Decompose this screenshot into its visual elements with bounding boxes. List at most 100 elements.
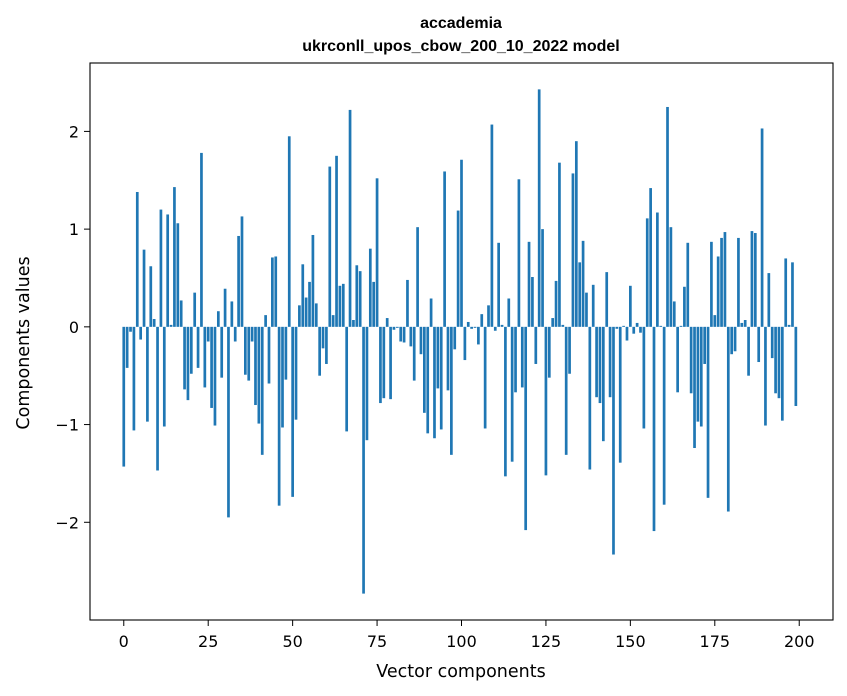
bar-57 [314,303,318,327]
bar-34 [237,235,240,327]
bar-95 [443,171,446,327]
y-axis-ticks: −2 −1 0 1 2 [55,122,90,532]
bar-164 [676,326,679,393]
bar-60 [325,326,328,364]
bar-130 [561,324,565,327]
bar-45 [274,256,278,327]
bar-64 [338,285,342,327]
bar-189 [760,128,764,327]
bar-11 [159,209,163,327]
bar-116 [514,326,517,393]
bar-65 [341,283,345,327]
bar-158 [656,212,659,327]
bar-90 [426,326,430,434]
bar-124 [541,229,544,327]
chart-subtitle: ukrconll_upos_cbow_200_10_2022 model [302,38,619,55]
bar-180 [730,326,734,355]
bar-91 [429,298,433,327]
bar-106 [480,314,484,327]
bar-80 [392,326,396,330]
bar-161 [666,106,669,327]
bar-198 [791,262,794,327]
bar-104 [473,326,477,328]
bar-181 [733,326,737,352]
bar-56 [311,234,315,327]
bar-47 [281,326,284,428]
bar-157 [652,326,656,532]
bar-136 [581,240,585,327]
bar-37 [247,326,251,381]
bar-127 [551,318,555,327]
bar-75 [375,178,379,327]
bar-87 [416,227,419,327]
bar-197 [787,324,791,327]
bar-13 [166,214,170,327]
bar-74 [372,281,376,327]
bar-150 [629,285,632,327]
bar-151 [632,326,636,334]
bar-199 [794,326,798,406]
bar-113 [504,326,507,477]
bar-0 [122,326,126,467]
bar-61 [328,166,332,327]
x-tick-label-100: 100 [446,632,477,651]
bar-188 [757,326,761,363]
bar-100 [460,159,463,327]
x-tick-label-150: 150 [615,632,646,651]
bar-15 [173,187,176,327]
bar-94 [439,326,443,430]
bar-52 [298,305,301,327]
bar-154 [642,326,646,429]
bar-5 [139,326,143,340]
bar-84 [406,279,409,327]
bar-26 [210,326,213,408]
bar-110 [493,326,497,331]
bar-143 [605,272,609,327]
bar-120 [527,241,531,327]
bar-8 [149,266,153,327]
bar-145 [612,326,615,555]
bar-103 [470,326,473,329]
bar-190 [764,326,767,426]
bar-82 [399,326,403,342]
bar-126 [547,326,551,378]
bar-21 [193,292,197,327]
bar-196 [784,258,788,327]
bar-81 [395,326,399,328]
bar-123 [537,89,541,327]
bar-96 [446,326,450,391]
bar-184 [743,320,747,327]
bar-3 [132,326,136,431]
bar-191 [767,273,771,327]
bar-140 [595,326,598,398]
bar-163 [672,301,676,327]
bar-93 [436,326,440,389]
bar-138 [588,326,592,470]
bar-53 [301,264,305,327]
bar-118 [520,326,524,388]
bar-144 [608,326,612,398]
bar-165 [679,325,683,327]
y-tick-label-0: 0 [69,318,79,337]
bar-119 [524,326,528,531]
bar-134 [574,141,578,327]
bar-109 [490,124,494,327]
bar-36 [244,326,247,375]
bar-156 [649,188,652,327]
bar-176 [716,256,720,327]
bar-186 [750,231,754,327]
bar-101 [463,326,467,361]
chart-title: accademia [420,15,502,32]
bar-23 [200,152,203,327]
bar-108 [487,305,490,327]
bar-9 [152,319,156,327]
x-tick-label-75: 75 [367,632,387,651]
bar-192 [770,326,774,359]
bar-73 [368,248,372,327]
bar-159 [659,325,663,327]
bar-28 [216,311,220,327]
bar-98 [453,326,457,350]
bar-128 [554,280,558,327]
bar-169 [693,326,696,449]
